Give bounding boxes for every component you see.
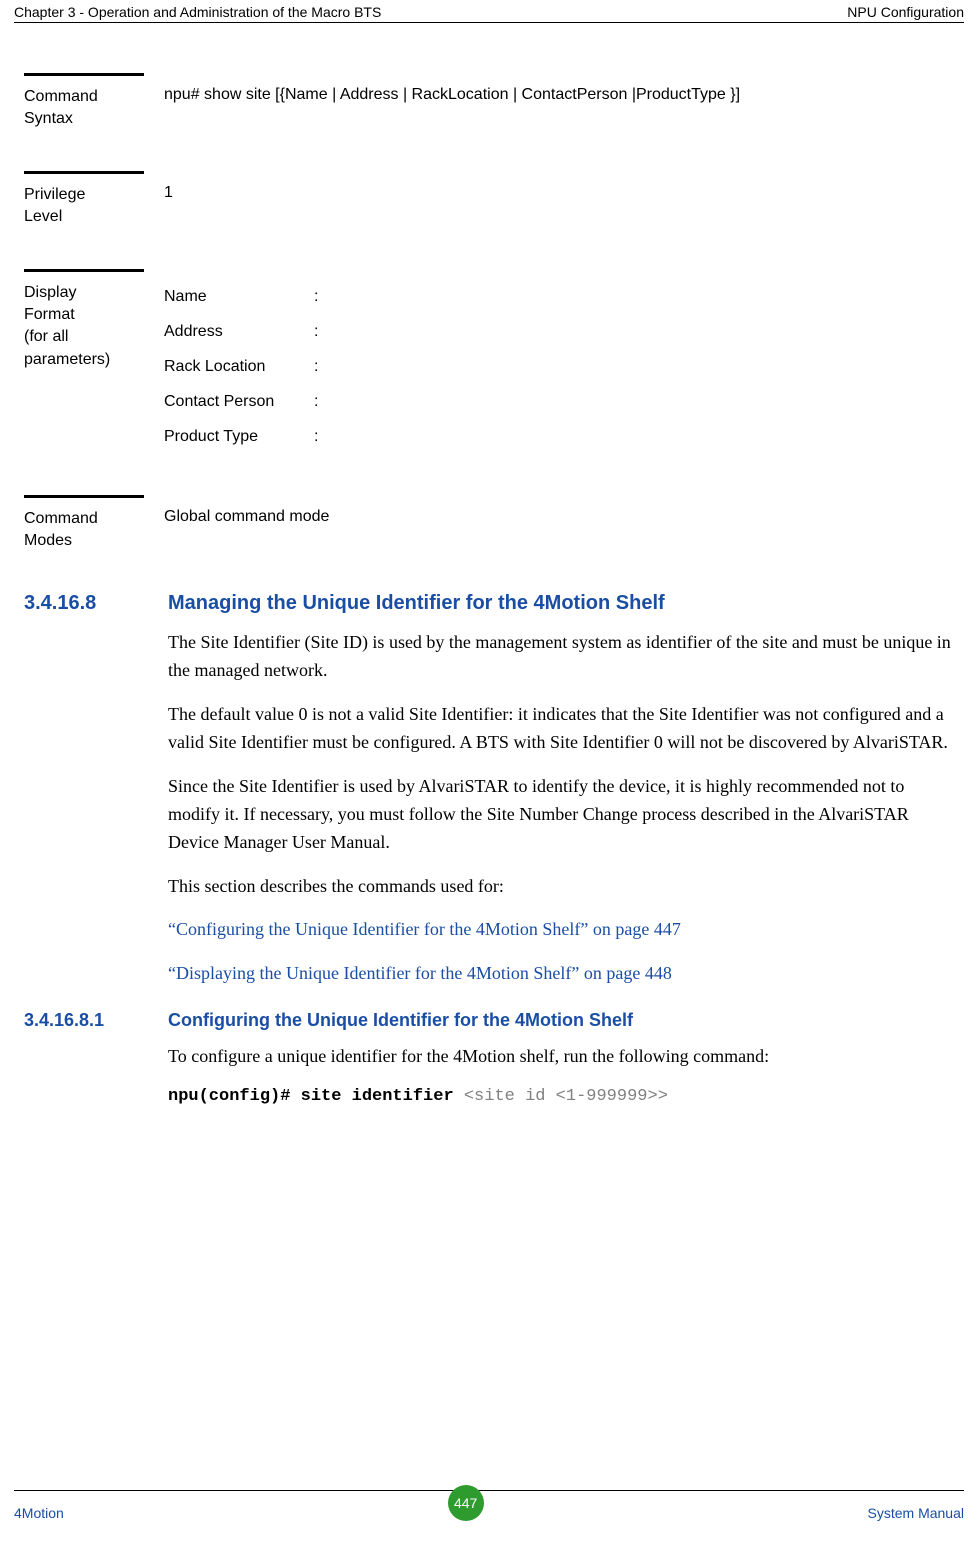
display-format-label: Display Format (for all parameters) bbox=[24, 269, 144, 372]
display-row: Contact Person : bbox=[164, 384, 954, 419]
display-row: Product Type : bbox=[164, 419, 954, 454]
command-line: npu(config)# site identifier <site id <1… bbox=[168, 1087, 954, 1106]
xref-link[interactable]: “Displaying the Unique Identifier for th… bbox=[168, 960, 954, 988]
subsection-title: Configuring the Unique Identifier for th… bbox=[168, 1010, 633, 1031]
display-row: Address : bbox=[164, 314, 954, 349]
footer-right: System Manual bbox=[868, 1505, 964, 1521]
section-number: 3.4.16.8 bbox=[24, 592, 144, 615]
page-number-badge: 447 bbox=[448, 1485, 484, 1521]
privilege-level-block: Privilege Level 1 bbox=[24, 171, 954, 229]
subsection-heading: 3.4.16.8.1 Configuring the Unique Identi… bbox=[24, 1010, 954, 1031]
command-modes-value: Global command mode bbox=[164, 495, 954, 529]
display-field-sep: : bbox=[314, 349, 318, 384]
command-syntax-label: Command Syntax bbox=[24, 73, 144, 131]
label-line: Modes bbox=[24, 532, 72, 549]
display-field-sep: : bbox=[314, 314, 318, 349]
display-format-block: Display Format (for all parameters) Name… bbox=[24, 269, 954, 455]
display-field-label: Product Type bbox=[164, 419, 314, 454]
display-field-sep: : bbox=[314, 419, 318, 454]
label-line: Command bbox=[24, 510, 98, 527]
section-heading: 3.4.16.8 Managing the Unique Identifier … bbox=[24, 592, 954, 615]
label-line: Format bbox=[24, 306, 75, 323]
label-line: Privilege bbox=[24, 186, 85, 203]
header-right: NPU Configuration bbox=[847, 4, 964, 20]
body-paragraph: To configure a unique identifier for the… bbox=[168, 1043, 954, 1071]
xref-link[interactable]: “Configuring the Unique Identifier for t… bbox=[168, 916, 954, 944]
command-syntax-block: Command Syntax npu# show site [{Name | A… bbox=[24, 73, 954, 131]
label-line: Command bbox=[24, 88, 98, 105]
page-content: Command Syntax npu# show site [{Name | A… bbox=[14, 73, 964, 1106]
label-line: Level bbox=[24, 208, 62, 225]
running-header: Chapter 3 - Operation and Administration… bbox=[14, 4, 964, 23]
subsection-number: 3.4.16.8.1 bbox=[24, 1010, 144, 1031]
label-line: (for all bbox=[24, 328, 68, 345]
header-left: Chapter 3 - Operation and Administration… bbox=[14, 4, 381, 20]
section-title: Managing the Unique Identifier for the 4… bbox=[168, 592, 665, 615]
command-param: <site id <1-999999>> bbox=[464, 1087, 668, 1106]
label-line: Display bbox=[24, 284, 76, 301]
privilege-value: 1 bbox=[164, 171, 954, 205]
display-field-sep: : bbox=[314, 279, 318, 314]
running-footer: 4Motion 447 System Manual bbox=[14, 1490, 964, 1531]
footer-left: 4Motion bbox=[14, 1505, 64, 1521]
display-field-sep: : bbox=[314, 384, 318, 419]
label-line: Syntax bbox=[24, 110, 73, 127]
display-field-label: Contact Person bbox=[164, 384, 314, 419]
display-field-label: Rack Location bbox=[164, 349, 314, 384]
body-paragraph: The Site Identifier (Site ID) is used by… bbox=[168, 629, 954, 685]
display-row: Name : bbox=[164, 279, 954, 314]
body-paragraph: The default value 0 is not a valid Site … bbox=[168, 701, 954, 757]
label-line: parameters) bbox=[24, 351, 110, 368]
privilege-label: Privilege Level bbox=[24, 171, 144, 229]
display-row: Rack Location : bbox=[164, 349, 954, 384]
command-prefix: npu(config)# site identifier bbox=[168, 1087, 464, 1106]
body-paragraph: This section describes the commands used… bbox=[168, 873, 954, 901]
command-modes-block: Command Modes Global command mode bbox=[24, 495, 954, 553]
command-syntax-value: npu# show site [{Name | Address | RackLo… bbox=[164, 73, 954, 107]
body-paragraph: Since the Site Identifier is used by Alv… bbox=[168, 773, 954, 857]
command-modes-label: Command Modes bbox=[24, 495, 144, 553]
display-field-label: Address bbox=[164, 314, 314, 349]
display-format-list: Name : Address : Rack Location : Contact… bbox=[164, 269, 954, 455]
display-field-label: Name bbox=[164, 279, 314, 314]
